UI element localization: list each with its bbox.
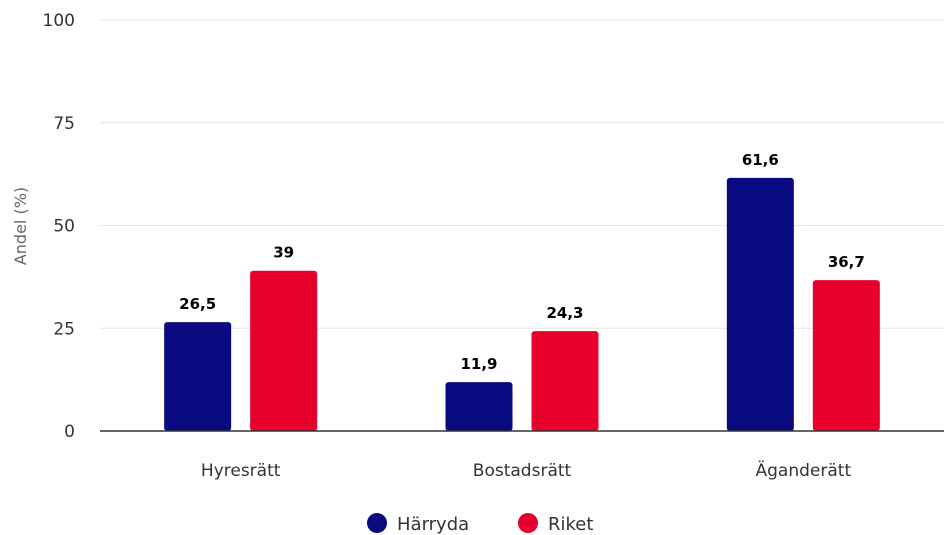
value-labels: 26,5 39 11,9 24,3 61,6 36,7 <box>179 151 865 373</box>
legend: Härryda Riket <box>367 513 593 535</box>
gridlines <box>100 19 944 329</box>
y-axis-ticks: 0 25 50 75 100 <box>43 11 75 442</box>
legend-label: Härryda <box>397 514 469 535</box>
legend-label: Riket <box>548 514 593 535</box>
category-labels: Hyresrätt Bostadsrätt Äganderätt <box>201 460 852 481</box>
y-axis-title: Andel (%) <box>11 187 30 265</box>
bar-riket-1 <box>531 331 599 431</box>
bar-härryda-0 <box>164 322 232 431</box>
value-label: 11,9 <box>460 355 497 373</box>
y-tick-label: 100 <box>43 11 75 31</box>
value-label: 36,7 <box>828 253 865 271</box>
value-label: 24,3 <box>546 304 583 322</box>
legend-marker <box>518 513 538 533</box>
y-tick-label: 0 <box>64 422 75 442</box>
category-label: Hyresrätt <box>201 461 281 481</box>
bar-riket-0 <box>250 270 318 431</box>
bars <box>164 177 880 431</box>
value-label: 39 <box>273 244 294 262</box>
category-label: Bostadsrätt <box>473 461 572 481</box>
bar-härryda-1 <box>445 382 513 431</box>
value-label: 61,6 <box>742 151 779 169</box>
category-label: Äganderätt <box>756 460 852 481</box>
legend-marker <box>367 513 387 533</box>
bar-riket-2 <box>812 280 880 431</box>
y-tick-label: 75 <box>53 114 75 134</box>
y-tick-label: 25 <box>53 319 75 339</box>
y-tick-label: 50 <box>53 217 75 237</box>
bar-härryda-2 <box>726 177 794 431</box>
value-label: 26,5 <box>179 295 216 313</box>
